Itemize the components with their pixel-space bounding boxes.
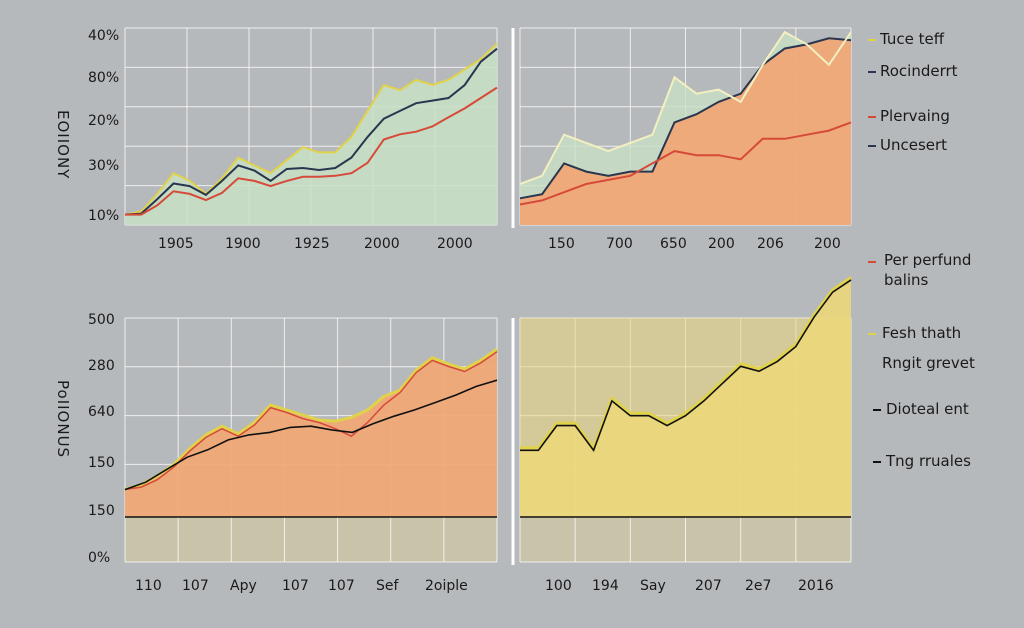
series-line-yellow-bottom-left <box>124 347 498 492</box>
series-line-tuce-teff <box>124 42 498 216</box>
y-axis-label-bottom-left: PoIIONUS <box>54 380 72 458</box>
series-line-black-bottom-left <box>124 379 498 491</box>
x-tick-label: 2e7 <box>745 578 771 594</box>
y-tick-label: 500 <box>88 312 115 328</box>
x-tick-label: 150 <box>548 236 575 252</box>
x-tick-label: 2000 <box>437 236 473 252</box>
area-fill-bottom-left <box>125 349 497 517</box>
panel-top-left: EOIIONY 40% 80% 20% 30% 10% 1905 1900 19… <box>54 27 498 252</box>
legend-bottom: Per perfund balins Fesh thath Rngit greve… <box>868 251 975 470</box>
legend-entry: Fesh thath <box>882 324 961 342</box>
x-tick-label: 650 <box>660 236 687 252</box>
y-tick-label: 10% <box>88 208 119 224</box>
legend-entry: Rocinderrt <box>880 62 958 80</box>
x-tick-label: 110 <box>135 578 162 594</box>
series-line-red-bottom-left <box>124 350 498 491</box>
x-tick-label: 700 <box>606 236 633 252</box>
x-tick-label: 107 <box>182 578 209 594</box>
area-under-line-bottom-right <box>520 277 851 517</box>
x-tick-label: 107 <box>328 578 355 594</box>
legend-entry: Plervaing <box>880 107 950 125</box>
x-tick-label: 2oiple <box>425 578 468 594</box>
x-tick-label: 100 <box>545 578 572 594</box>
y-tick-label: 20% <box>88 113 119 129</box>
y-tick-label: 640 <box>88 404 115 420</box>
legend-entry: Uncesert <box>880 136 947 154</box>
series-line-black-bottom-right <box>520 279 852 452</box>
series-line-cream <box>519 30 852 185</box>
panel-bottom-left: PoIIONUS 500 280 640 150 150 0% 110 107 … <box>54 312 498 594</box>
x-tick-label: 200 <box>814 236 841 252</box>
y-tick-label: 150 <box>88 503 115 519</box>
baseline-band-bottom-left <box>125 517 497 562</box>
x-tick-label: Sef <box>376 578 400 594</box>
y-tick-label: 150 <box>88 455 115 471</box>
legend-entry: Tuce teff <box>879 30 945 48</box>
x-tick-label: 1900 <box>225 236 261 252</box>
x-tick-label: 200 <box>708 236 735 252</box>
legend-entry-line: balins <box>884 271 929 289</box>
x-tick-label: 1905 <box>158 236 194 252</box>
x-tick-label: 1925 <box>294 236 330 252</box>
y-tick-label: 30% <box>88 158 119 174</box>
area-fill-orange-top-right <box>520 38 851 225</box>
panel-bottom-right: 100 194 Say 207 2e7 2016 <box>519 276 852 594</box>
series-line-uncesert <box>519 37 852 200</box>
legend-entry-line: Per perfund <box>884 251 971 269</box>
x-tick-label: 107 <box>282 578 309 594</box>
x-tick-label: 207 <box>695 578 722 594</box>
legend-entry: Per perfund balins <box>884 251 971 289</box>
series-line-red <box>519 121 852 206</box>
x-tick-label: 2000 <box>364 236 400 252</box>
y-tick-label: 0% <box>88 550 110 566</box>
x-tick-label: Say <box>640 578 666 594</box>
series-line-plervaing <box>125 86 498 216</box>
series-line-rocinderrt <box>124 47 498 216</box>
panel-top-right: 150 700 650 200 206 200 <box>519 27 852 252</box>
y-tick-label: 80% <box>88 70 119 86</box>
legend-entry: Dioteal ent <box>886 400 969 418</box>
y-axis-label-top-left: EOIIONY <box>54 110 72 179</box>
series-line-yellow-bottom-right <box>520 276 852 451</box>
x-tick-label: Apy <box>230 578 257 594</box>
y-tick-label: 280 <box>88 358 115 374</box>
legend-entry: Tng rruales <box>885 452 971 470</box>
x-tick-label: 194 <box>592 578 619 594</box>
x-tick-label: 206 <box>757 236 784 252</box>
area-fill-top-left <box>125 43 497 225</box>
legend-entry: Rngit grevet <box>882 354 975 372</box>
legend-top: Tuce teff Rocinderrt Plervaing Uncesert <box>868 30 958 154</box>
x-tick-label: 2016 <box>798 578 834 594</box>
y-tick-label: 40% <box>88 28 119 44</box>
